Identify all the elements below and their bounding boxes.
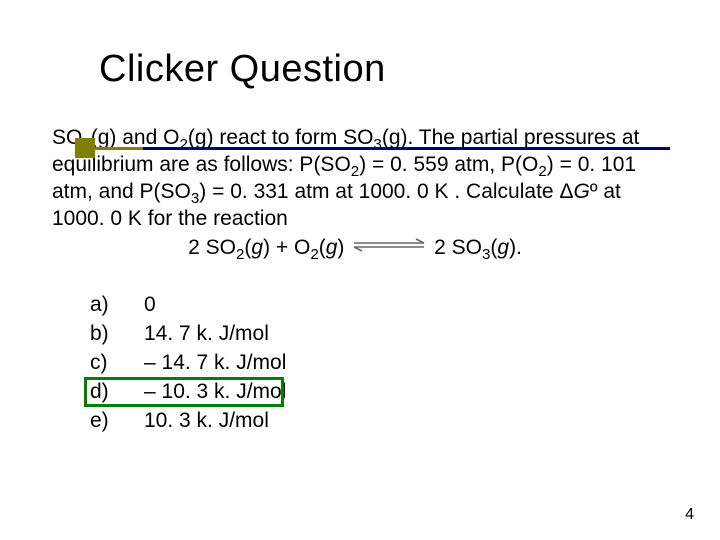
answer-text: 10. 3 k. J/mol (144, 407, 269, 436)
title-region: Clicker Question (0, 0, 720, 91)
eq-sub: 2 (310, 246, 318, 263)
q-delta: Δ (559, 180, 573, 203)
answer-letter: c) (90, 349, 144, 378)
answer-letter: e) (90, 407, 144, 436)
q-txt: ) = 0. 559 (359, 153, 454, 176)
eq-txt: ( (319, 236, 326, 259)
eq-txt: ) + O (263, 236, 310, 259)
answer-letter: a) (90, 291, 144, 320)
correct-answer-highlight (84, 377, 284, 407)
q-txt: ) = 0. 331 atm at (199, 180, 358, 203)
eq-txt: ). (509, 236, 522, 259)
answer-option[interactable]: c)– 14. 7 k. J/mol (90, 349, 658, 378)
eq-g: g (251, 236, 263, 259)
q-sub: 2 (179, 136, 187, 153)
q-txt: (g) react to form SO (188, 126, 374, 149)
question-body: SO2(g) and O2(g) react to form SO3(g). T… (0, 91, 720, 436)
answer-list: a)0b)14. 7 k. J/molc)– 14. 7 k. J/mold)–… (52, 291, 658, 436)
q-sub: 2 (351, 163, 359, 180)
accent-square-icon (75, 138, 95, 158)
answer-option[interactable]: d)– 10. 3 k. J/mol (90, 378, 658, 407)
slide-title: Clicker Question (75, 48, 720, 91)
eq-txt: 2 SO (434, 236, 482, 259)
q-txt: 1000. 0 K . Calculate (359, 180, 560, 203)
q-txt: atm, P(O (454, 153, 538, 176)
reaction-equation: 2 SO2(g) + O2(g) 2 SO3(g). (52, 235, 658, 262)
q-g-italic: G (573, 180, 589, 203)
title-underline (75, 147, 670, 150)
underline-navy-segment (143, 147, 670, 150)
q-txt: (g) and O (91, 126, 180, 149)
answer-text: 14. 7 k. J/mol (144, 320, 269, 349)
q-sub: 2 (538, 163, 546, 180)
answer-option[interactable]: e)10. 3 k. J/mol (90, 407, 658, 436)
slide-number: 4 (685, 506, 694, 524)
eq-g: g (326, 236, 338, 259)
equilibrium-arrow-icon (350, 233, 428, 260)
answer-text: 0 (144, 291, 156, 320)
q-txt: (g). The partial (382, 126, 524, 149)
answer-option[interactable]: a)0 (90, 291, 658, 320)
answer-option[interactable]: b)14. 7 k. J/mol (90, 320, 658, 349)
eq-txt: ) (337, 236, 344, 259)
q-sub: 3 (373, 136, 381, 153)
answer-letter: b) (90, 320, 144, 349)
eq-txt: 2 SO (188, 236, 236, 259)
answer-text: – 14. 7 k. J/mol (144, 349, 286, 378)
question-text: SO2(g) and O2(g) react to form SO3(g). T… (52, 125, 658, 233)
eq-g: g (497, 236, 509, 259)
